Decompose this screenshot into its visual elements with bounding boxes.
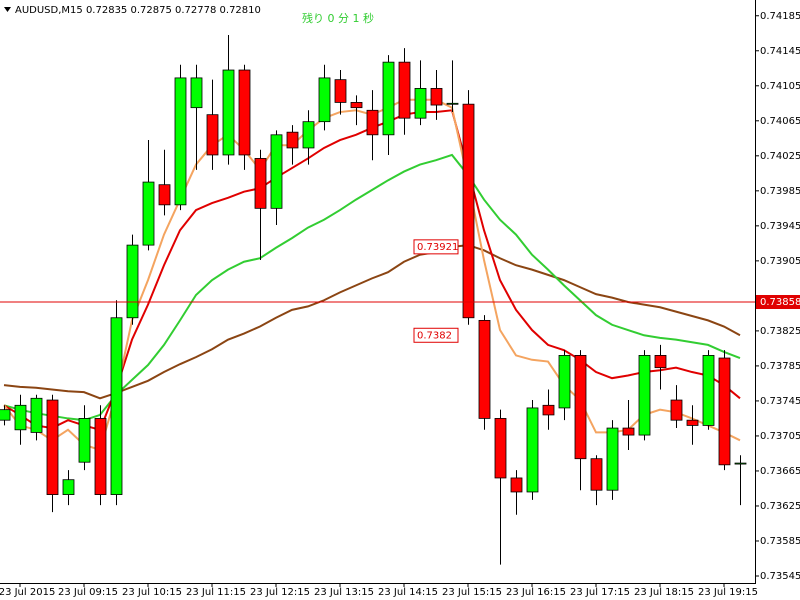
x-tick-label: 23 Jul 19:15	[698, 587, 758, 598]
candle-body	[126, 244, 139, 319]
candle-body	[686, 419, 699, 426]
candle-body	[558, 355, 571, 409]
candle-body	[622, 427, 635, 436]
moving-average	[3, 153, 741, 422]
y-tick-label: 0.73745	[760, 396, 800, 407]
y-tick-label: 0.73905	[760, 256, 800, 267]
candle-body	[286, 131, 299, 149]
candle-body	[398, 61, 411, 119]
y-tick-label: 0.73785	[760, 361, 800, 372]
current-price-box	[756, 295, 800, 310]
candle-body	[734, 462, 747, 465]
candle-body	[494, 418, 507, 479]
candle-body	[654, 355, 667, 369]
countdown: 残り 0 分 1 秒	[302, 11, 374, 25]
x-tick-label: 23 Jul 14:15	[378, 587, 438, 598]
y-tick-label: 0.73945	[760, 221, 800, 232]
candle-body	[590, 458, 603, 491]
y-tick-label: 0.74145	[760, 46, 800, 57]
candle-body	[302, 121, 315, 149]
candle-body	[702, 355, 715, 426]
candle-body	[334, 79, 347, 103]
candle-body	[510, 477, 523, 493]
y-tick-label: 0.73825	[760, 326, 800, 337]
x-tick-label: 23 Jul 16:15	[506, 587, 566, 598]
price-label: 0.7382	[417, 330, 452, 341]
candle-body	[270, 134, 283, 209]
candle-body	[0, 409, 11, 421]
candle-body	[414, 88, 427, 119]
candle-body	[526, 407, 539, 493]
x-tick-label: 23 Jul 15:15	[442, 587, 502, 598]
candle-body	[222, 69, 235, 156]
x-tick-label: 23 Jul 09:15	[58, 587, 118, 598]
menu-arrow[interactable]	[4, 7, 11, 12]
current-price-label: 0.73858	[760, 297, 800, 308]
candle-body	[238, 69, 251, 156]
price-label-box	[413, 239, 459, 255]
candle-body	[542, 404, 555, 416]
candle-body	[382, 61, 395, 136]
candle-body	[670, 399, 683, 421]
candle-body	[574, 355, 587, 460]
candle-body	[318, 77, 331, 123]
candle-body	[174, 77, 187, 206]
candle-body	[606, 427, 619, 491]
moving-average	[3, 244, 741, 400]
candle-body	[94, 418, 107, 495]
candle-body	[110, 317, 123, 495]
candle-body	[254, 158, 267, 209]
y-tick-label: 0.74025	[760, 151, 800, 162]
candle-body	[46, 399, 59, 495]
y-tick-label: 0.73665	[760, 466, 800, 477]
x-tick-label: 23 Jul 13:15	[314, 587, 374, 598]
candle-body	[142, 181, 155, 246]
x-tick-label: 23 Jul 11:15	[186, 587, 246, 598]
x-tick-label: 23 Jul 2015	[0, 587, 55, 598]
x-tick-label: 23 Jul 18:15	[634, 587, 694, 598]
price-label-box	[413, 327, 459, 343]
candle-body	[190, 77, 203, 109]
y-tick-label: 0.73585	[760, 536, 800, 547]
y-tick-label: 0.74185	[760, 11, 800, 22]
candle-body	[446, 102, 459, 105]
x-tick-label: 23 Jul 17:15	[570, 587, 630, 598]
y-tick-label: 0.73545	[760, 571, 800, 582]
candle-body	[718, 357, 731, 466]
candle-body	[78, 418, 91, 463]
candle-body	[350, 102, 363, 109]
candle-body	[638, 355, 651, 436]
y-tick-label: 0.73705	[760, 431, 800, 442]
x-tick-label: 23 Jul 10:15	[122, 587, 182, 598]
candle-body	[366, 109, 379, 136]
chart-header: AUDUSD,M15 0.72835 0.72875 0.72778 0.728…	[15, 5, 261, 16]
candle-body	[14, 404, 27, 431]
candle-body	[62, 479, 75, 495]
candle-body	[430, 88, 443, 106]
y-tick-label: 0.73625	[760, 501, 800, 512]
y-tick-label: 0.74065	[760, 116, 800, 127]
x-tick-label: 23 Jul 12:15	[250, 587, 310, 598]
candle-body	[478, 319, 491, 419]
price-label: 0.73921	[417, 242, 458, 253]
candle-body	[462, 103, 475, 319]
y-tick-label: 0.73985	[760, 186, 800, 197]
candle-body	[206, 114, 219, 156]
candle-body	[30, 397, 43, 433]
candle-body	[158, 184, 171, 206]
y-tick-label: 0.74105	[760, 81, 800, 92]
